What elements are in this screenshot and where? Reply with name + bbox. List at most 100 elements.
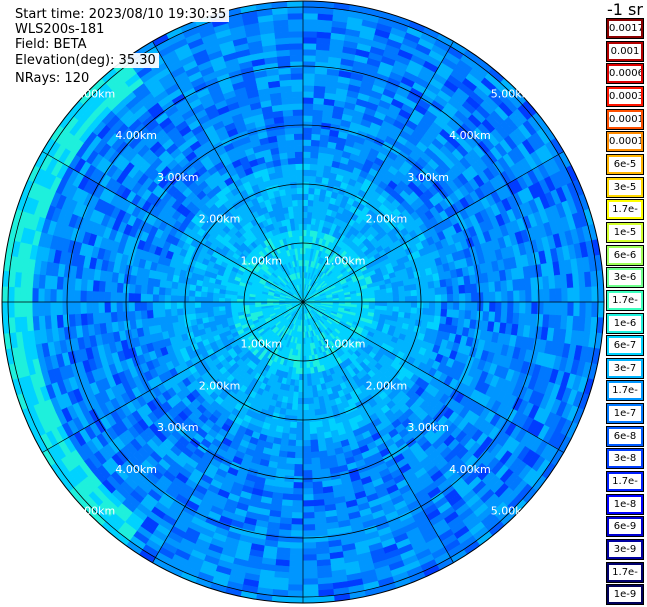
field-cell bbox=[302, 452, 312, 459]
field-cell bbox=[302, 121, 313, 128]
field-cell bbox=[194, 290, 202, 297]
field-cell bbox=[380, 297, 388, 303]
field-cell bbox=[290, 524, 304, 532]
field-cell bbox=[440, 308, 448, 318]
field-cell bbox=[134, 284, 142, 294]
field-cell bbox=[152, 309, 160, 319]
field-cell bbox=[501, 291, 508, 303]
field-cell bbox=[292, 115, 304, 122]
field-cell bbox=[188, 289, 196, 297]
field-cell bbox=[152, 285, 160, 295]
field-cell bbox=[292, 494, 304, 501]
field-cell bbox=[140, 309, 148, 320]
field-cell bbox=[290, 181, 298, 189]
field-cell bbox=[194, 312, 203, 320]
field-cell bbox=[164, 287, 172, 296]
field-cell bbox=[182, 295, 190, 303]
field-cell bbox=[291, 518, 304, 525]
field-cell bbox=[302, 223, 308, 231]
field-cell bbox=[302, 211, 308, 219]
field-cell bbox=[310, 151, 320, 159]
field-cell bbox=[298, 379, 304, 387]
field-cell bbox=[313, 402, 321, 411]
field-cell bbox=[302, 169, 311, 177]
field-cell bbox=[302, 91, 315, 98]
field-cell bbox=[362, 301, 370, 306]
field-cell bbox=[218, 305, 226, 312]
field-cell bbox=[302, 163, 311, 170]
field-cell bbox=[98, 312, 106, 324]
field-cell bbox=[302, 97, 314, 104]
field-cell bbox=[302, 403, 309, 411]
field-cell bbox=[500, 312, 508, 324]
field-cell bbox=[140, 293, 147, 303]
field-cell bbox=[171, 314, 179, 324]
field-cell bbox=[410, 289, 418, 297]
field-cell bbox=[288, 163, 297, 171]
field-cell bbox=[293, 127, 304, 134]
field-cell bbox=[236, 298, 244, 303]
field-cell bbox=[295, 427, 304, 435]
field-cell bbox=[416, 289, 424, 297]
field-cell bbox=[525, 289, 533, 303]
field-cell bbox=[200, 306, 208, 313]
field-cell bbox=[313, 97, 325, 105]
field-cell bbox=[494, 311, 502, 324]
field-cell bbox=[311, 127, 322, 135]
field-cell bbox=[488, 281, 496, 293]
field-cell bbox=[312, 109, 324, 117]
field-cell bbox=[427, 314, 435, 324]
field-cell bbox=[453, 293, 460, 303]
field-cell bbox=[281, 499, 293, 507]
field-cell bbox=[289, 548, 304, 556]
field-cell bbox=[302, 391, 309, 399]
field-cell bbox=[452, 309, 460, 319]
field-cell bbox=[285, 133, 295, 141]
field-cell bbox=[380, 292, 388, 299]
field-cell bbox=[302, 427, 311, 435]
field-cell bbox=[291, 85, 304, 92]
field-cell bbox=[286, 451, 296, 459]
field-cell bbox=[295, 235, 301, 243]
field-cell bbox=[104, 301, 111, 313]
field-cell bbox=[297, 199, 304, 207]
field-cell bbox=[307, 397, 314, 405]
field-cell bbox=[428, 308, 436, 317]
field-cell bbox=[310, 451, 320, 459]
field-cell bbox=[296, 409, 304, 417]
field-cell bbox=[110, 291, 117, 303]
field-cell bbox=[477, 292, 484, 303]
field-cell bbox=[298, 385, 304, 393]
field-cell bbox=[254, 301, 262, 305]
field-cell bbox=[312, 396, 320, 405]
field-cell bbox=[421, 281, 430, 290]
field-cell bbox=[288, 433, 297, 441]
field-cell bbox=[290, 530, 304, 538]
field-cell bbox=[308, 415, 316, 423]
field-cell bbox=[314, 408, 322, 417]
field-cell bbox=[92, 290, 99, 303]
field-cell bbox=[398, 291, 406, 298]
field-cell bbox=[80, 301, 87, 314]
field-cell bbox=[404, 290, 412, 297]
field-cell bbox=[291, 403, 298, 411]
field-cell bbox=[283, 481, 294, 489]
field-cell bbox=[302, 542, 317, 550]
field-cell bbox=[296, 175, 304, 183]
field-cell bbox=[182, 289, 190, 297]
field-cell bbox=[302, 79, 315, 86]
field-cell bbox=[386, 297, 394, 303]
field-cell bbox=[104, 311, 112, 324]
field-cell bbox=[188, 295, 196, 303]
field-cell bbox=[116, 311, 124, 322]
field-cell bbox=[386, 301, 394, 307]
field-cell bbox=[392, 296, 400, 303]
field-cell bbox=[506, 279, 514, 292]
field-cell bbox=[284, 469, 295, 477]
field-cell bbox=[296, 421, 304, 429]
field-cell bbox=[298, 367, 304, 375]
field-cell bbox=[292, 482, 304, 489]
field-cell bbox=[465, 292, 472, 303]
field-cell bbox=[67, 301, 75, 315]
field-cell bbox=[92, 279, 100, 292]
